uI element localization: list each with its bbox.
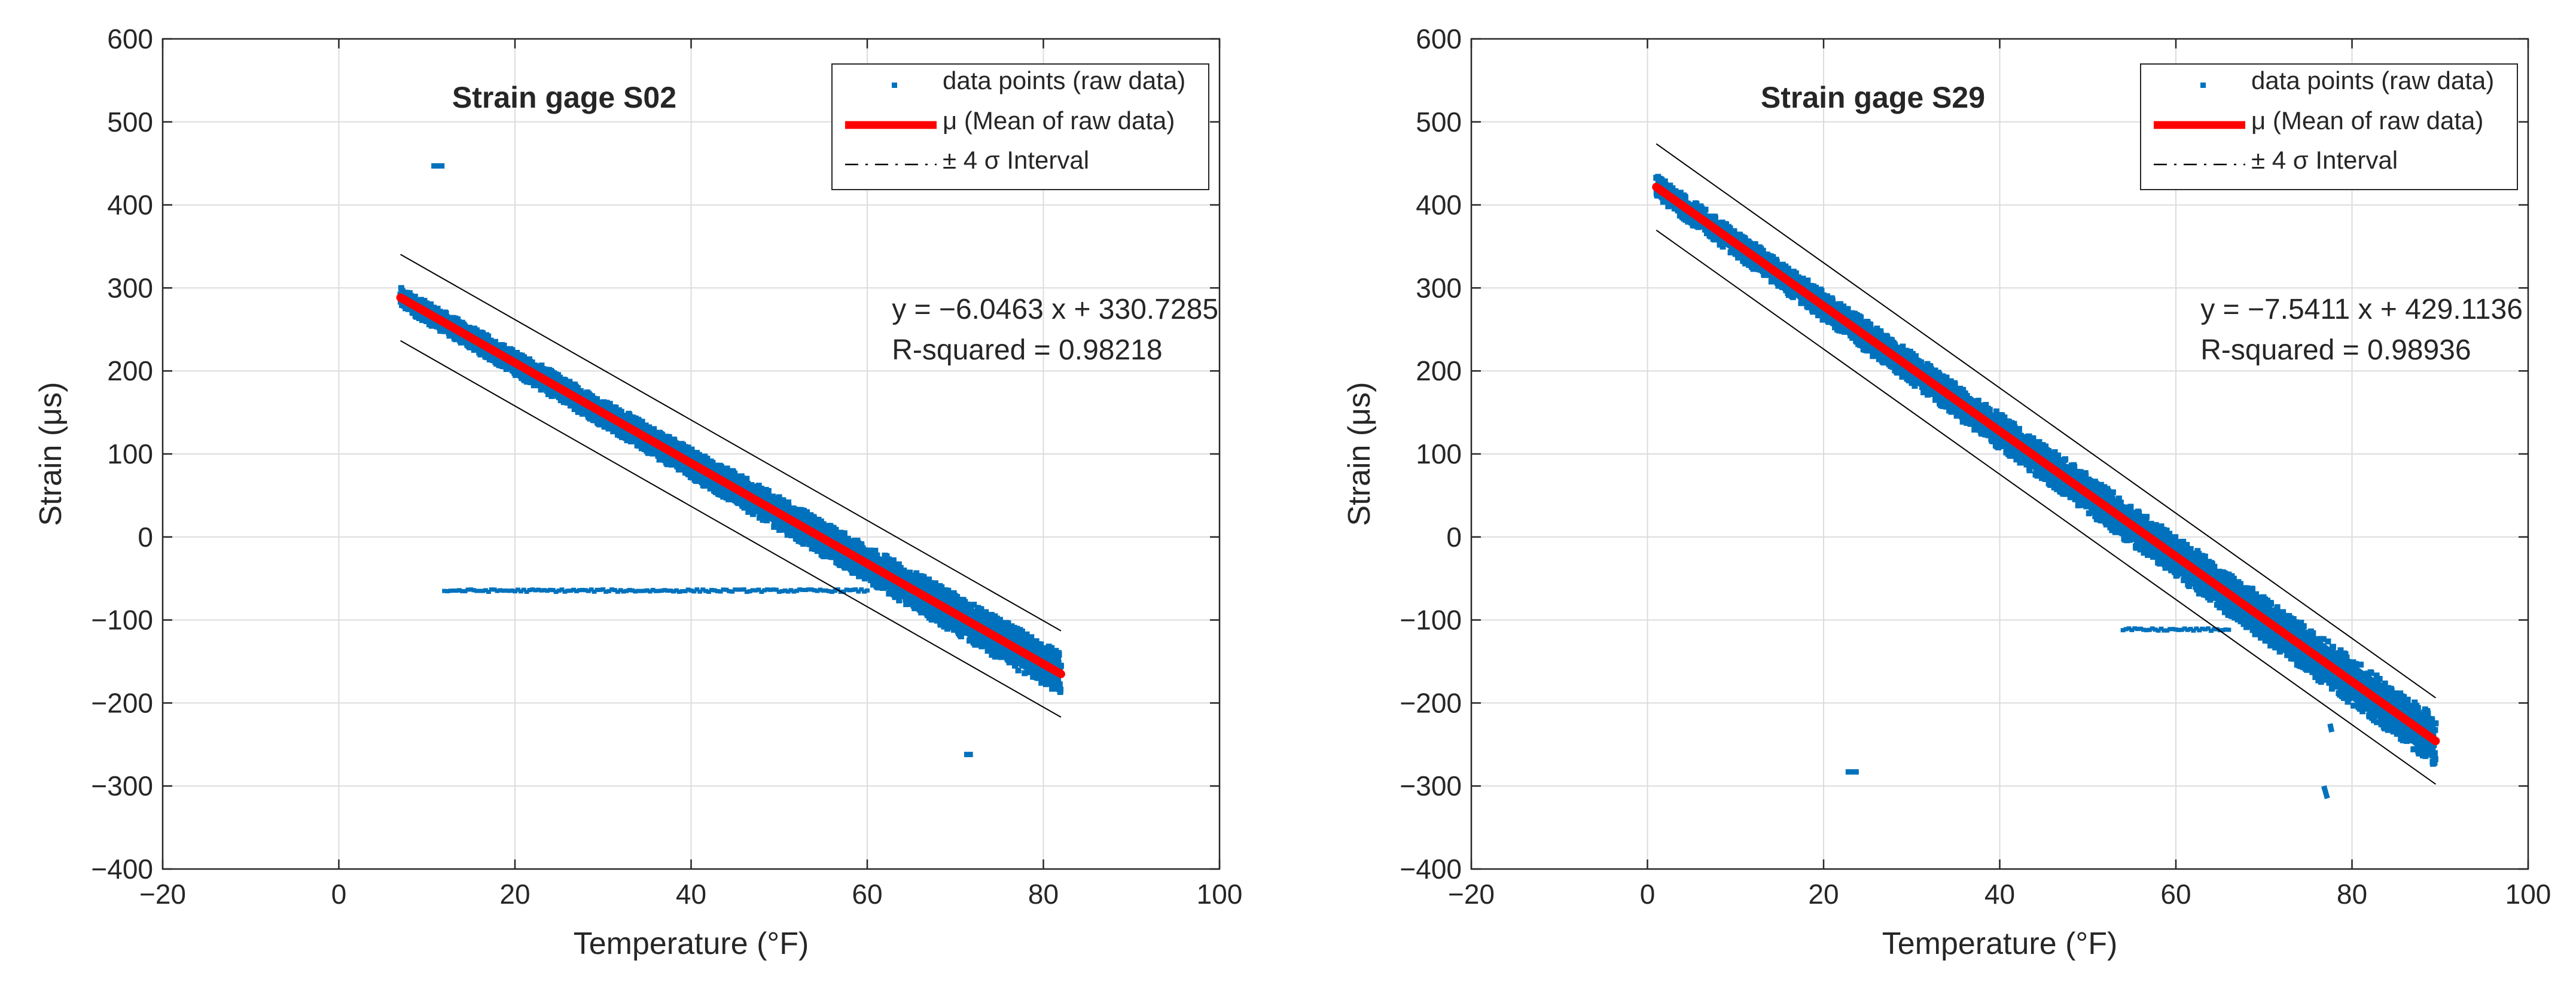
x-tick-label: 20	[499, 879, 530, 910]
data-point	[2062, 456, 2068, 462]
data-point	[891, 557, 897, 563]
data-point	[2110, 489, 2116, 495]
regression-equation: y = −6.0463 x + 330.7285	[892, 294, 1218, 325]
y-tick-label: 0	[138, 522, 153, 553]
chart-title: Strain gage S02	[452, 81, 676, 114]
x-tick-label: 40	[676, 879, 706, 910]
legend-label-mean: μ (Mean of raw data)	[943, 106, 1175, 135]
r-squared: R-squared = 0.98218	[892, 334, 1162, 366]
x-tick-label: 80	[1028, 879, 1059, 910]
data-point-flat	[865, 589, 870, 593]
y-tick-label: −200	[91, 687, 153, 718]
y-tick-label: 400	[107, 190, 153, 221]
data-point	[2202, 554, 2208, 560]
legend-label-interval: ± 4 σ Interval	[943, 146, 1089, 174]
x-tick-label: 0	[331, 879, 347, 910]
x-tick-label: 100	[1197, 879, 1243, 910]
y-axis-label: Strain (μs)	[33, 382, 68, 526]
y-tick-label: 500	[107, 106, 153, 138]
y-tick-label: −400	[91, 853, 153, 885]
x-axis-label: Temperature (°F)	[574, 926, 809, 961]
legend-marker-icon	[892, 83, 897, 88]
y-tick-label: 300	[107, 272, 153, 303]
y-tick-label: −100	[91, 605, 153, 636]
legend-label-data-points: data points (raw data)	[943, 66, 1185, 94]
y-tick-label: 200	[107, 355, 153, 386]
y-tick-label: 600	[107, 23, 153, 54]
x-tick-label: 60	[852, 879, 882, 910]
legend: data points (raw data) μ (Mean of raw dat…	[832, 64, 1209, 190]
data-point	[1016, 667, 1022, 673]
y-tick-label: −300	[91, 770, 153, 801]
y-tick-label: 100	[107, 438, 153, 469]
